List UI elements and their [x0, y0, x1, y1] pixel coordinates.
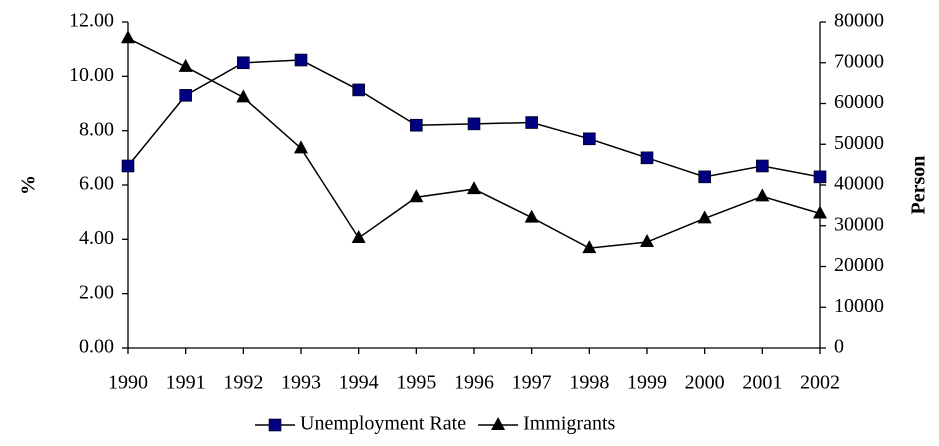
- data-point: [524, 209, 539, 223]
- data-point: [698, 170, 711, 184]
- data-point: [352, 83, 365, 97]
- data-point: [813, 170, 827, 184]
- y2-tick-label: 20000: [834, 254, 884, 276]
- x-tick-label: 1999: [627, 372, 667, 394]
- y2-axis-label: Person: [908, 156, 930, 215]
- x-tick-label: 1993: [281, 372, 321, 394]
- data-point: [121, 30, 135, 44]
- data-point: [294, 53, 308, 67]
- data-point: [467, 181, 481, 195]
- data-point: [697, 210, 712, 224]
- x-tick-label: 1992: [223, 372, 263, 394]
- data-point: [237, 56, 250, 70]
- data-point: [756, 159, 769, 173]
- data-point: [351, 229, 366, 243]
- data-point: [178, 58, 193, 72]
- y-tick-label: 6.00: [79, 173, 114, 195]
- x-tick-label: 1996: [454, 372, 494, 394]
- y-tick-label: 4.00: [79, 227, 114, 249]
- x-tick-label: 2000: [685, 372, 725, 394]
- data-point: [294, 140, 308, 154]
- data-point: [640, 151, 654, 165]
- x-tick-label: 2002: [800, 372, 840, 394]
- data-point: [467, 117, 481, 131]
- y2-tick-label: 70000: [834, 50, 884, 72]
- y2-tick-label: 10000: [834, 295, 884, 317]
- data-point: [121, 159, 135, 173]
- x-tick-label: 1990: [108, 372, 148, 394]
- x-tick-label: 1995: [396, 372, 436, 394]
- y2-tick-label: 50000: [834, 132, 884, 154]
- data-point: [582, 240, 597, 254]
- y-tick-label: 8.00: [79, 118, 114, 140]
- data-point: [236, 89, 251, 103]
- x-tick-label: 1991: [166, 372, 206, 394]
- data-point: [525, 116, 538, 129]
- data-point: [179, 89, 192, 102]
- legend: Unemployment Rate Immigrants: [255, 413, 616, 435]
- y-tick-label: 10.00: [69, 64, 114, 86]
- y-axis-label: %: [18, 175, 40, 195]
- x-tick-label: 1997: [512, 372, 552, 394]
- data-point: [813, 205, 827, 219]
- y2-tick-label: 30000: [834, 213, 884, 235]
- x-tick-label: 2001: [742, 372, 782, 394]
- legend-label: Unemployment Rate: [300, 413, 466, 435]
- data-point: [755, 188, 770, 202]
- legend-label: Immigrants: [523, 413, 615, 435]
- x-tick-label: 1998: [569, 372, 609, 394]
- data-point: [409, 189, 424, 203]
- y2-tick-label: 0: [834, 336, 844, 358]
- y2-tick-label: 60000: [834, 91, 884, 113]
- y-tick-label: 0.00: [79, 336, 114, 358]
- data-point: [268, 418, 282, 432]
- y-tick-label: 2.00: [79, 281, 114, 303]
- data-point: [410, 118, 423, 132]
- data-point: [491, 417, 506, 430]
- y-tick-label: 12.00: [69, 10, 114, 32]
- y2-tick-label: 40000: [834, 173, 884, 195]
- data-point: [640, 234, 654, 248]
- y2-tick-label: 80000: [834, 10, 884, 32]
- data-point: [583, 132, 596, 146]
- x-tick-label: 1994: [339, 372, 379, 394]
